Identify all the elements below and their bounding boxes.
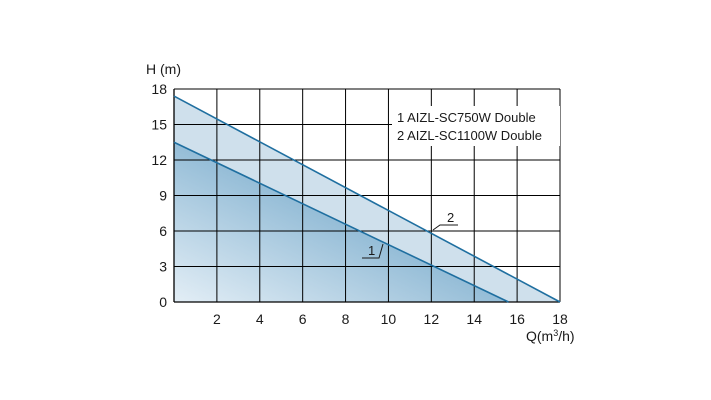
y-axis-label: H (m) bbox=[146, 61, 181, 77]
svg-text:1: 1 bbox=[368, 243, 375, 258]
x-tick-label: 12 bbox=[424, 311, 440, 327]
y-tick-label: 6 bbox=[159, 223, 167, 239]
curve-label-1: 1 bbox=[362, 243, 384, 259]
y-tick-label: 3 bbox=[159, 259, 167, 275]
curve-lines bbox=[173, 95, 561, 303]
y-tick-label: 9 bbox=[159, 188, 167, 204]
legend-box bbox=[392, 106, 560, 146]
series-line-2 bbox=[173, 95, 561, 303]
y-tick-label: 15 bbox=[151, 117, 167, 133]
y-tick-labels: 0 3 6 9 12 15 18 bbox=[151, 81, 167, 310]
legend-item-1: 1 AIZL-SC750W Double bbox=[397, 110, 536, 125]
x-tick-label: 10 bbox=[381, 311, 397, 327]
series-line-1 bbox=[173, 141, 509, 303]
legend: 1 AIZL-SC750W Double 2 AIZL-SC1100W Doub… bbox=[392, 106, 560, 146]
x-tick-label: 4 bbox=[256, 311, 264, 327]
x-axis-label: Q(m3/h) bbox=[526, 328, 575, 344]
y-tick-label: 12 bbox=[151, 152, 167, 168]
x-tick-label: 16 bbox=[509, 311, 525, 327]
x-tick-label: 14 bbox=[466, 311, 482, 327]
y-tick-label: 0 bbox=[159, 294, 167, 310]
x-tick-label: 18 bbox=[552, 311, 568, 327]
y-tick-label: 18 bbox=[151, 81, 167, 97]
x-tick-labels: 2 4 6 8 10 12 14 16 18 bbox=[213, 311, 568, 327]
x-tick-label: 2 bbox=[213, 311, 221, 327]
grid-lines bbox=[173, 88, 561, 303]
legend-item-2: 2 AIZL-SC1100W Double bbox=[397, 128, 542, 143]
curve-label-2: 2 bbox=[432, 210, 458, 231]
x-tick-label: 8 bbox=[342, 311, 350, 327]
svg-text:2: 2 bbox=[447, 210, 454, 225]
x-tick-label: 6 bbox=[299, 311, 307, 327]
